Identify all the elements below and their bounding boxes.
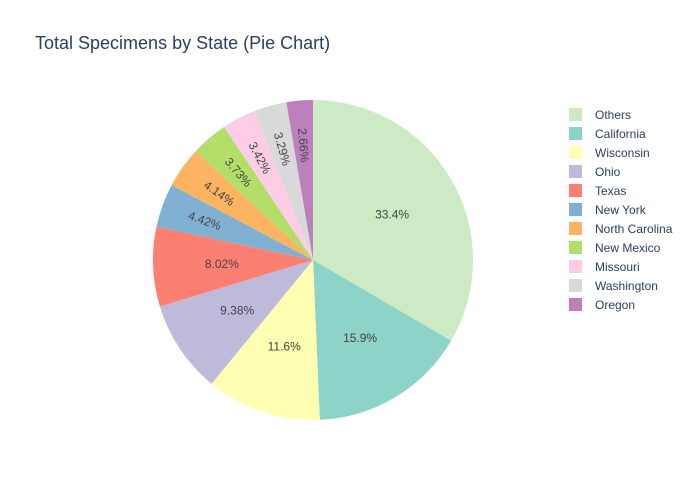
legend-item-oregon[interactable]: Oregon bbox=[569, 295, 672, 314]
pie-slice-oregon[interactable] bbox=[286, 100, 313, 260]
legend-item-missouri[interactable]: Missouri bbox=[569, 257, 672, 276]
pie-slice-missouri[interactable] bbox=[224, 111, 313, 260]
legend-item-new-mexico[interactable]: New Mexico bbox=[569, 238, 672, 257]
legend-swatch bbox=[569, 222, 582, 235]
legend-swatch bbox=[569, 127, 582, 140]
legend-swatch bbox=[569, 279, 582, 292]
legend-label: Washington bbox=[595, 278, 658, 293]
legend-swatch bbox=[569, 260, 582, 273]
legend-label: Ohio bbox=[595, 164, 621, 179]
legend-item-ohio[interactable]: Ohio bbox=[569, 162, 672, 181]
legend-label: New York bbox=[595, 202, 646, 217]
legend-item-washington[interactable]: Washington bbox=[569, 276, 672, 295]
legend-label: California bbox=[595, 126, 646, 141]
slice-label-texas: 8.02% bbox=[205, 257, 239, 271]
legend-swatch bbox=[569, 146, 582, 159]
legend-label: Wisconsin bbox=[595, 145, 650, 160]
chart-title: Total Specimens by State (Pie Chart) bbox=[35, 33, 331, 53]
legend-item-texas[interactable]: Texas bbox=[569, 181, 672, 200]
legend-swatch bbox=[569, 165, 582, 178]
legend-swatch bbox=[569, 298, 582, 311]
pie-slice-california[interactable] bbox=[313, 260, 452, 420]
legend: Others California Wisconsin Ohio Texas New Yo… bbox=[569, 105, 672, 314]
legend-item-wisconsin[interactable]: Wisconsin bbox=[569, 143, 672, 162]
legend-swatch bbox=[569, 108, 582, 121]
legend-item-new-york[interactable]: New York bbox=[569, 200, 672, 219]
legend-item-california[interactable]: California bbox=[569, 124, 672, 143]
pie-slice-ohio[interactable] bbox=[159, 260, 313, 384]
legend-swatch bbox=[569, 241, 582, 254]
pie-slice-new-york[interactable] bbox=[156, 185, 313, 260]
legend-label: Missouri bbox=[595, 259, 640, 274]
pie-slice-others[interactable] bbox=[313, 100, 473, 341]
legend-label: North Carolina bbox=[595, 221, 673, 236]
slice-label-california: 15.9% bbox=[343, 331, 377, 345]
legend-label: Others bbox=[595, 107, 632, 122]
pie-slice-new-mexico[interactable] bbox=[195, 126, 313, 260]
legend-label: Texas bbox=[595, 183, 627, 198]
slice-label-others: 33.4% bbox=[375, 208, 409, 222]
slice-label-wisconsin: 11.6% bbox=[268, 340, 301, 354]
legend-item-north-carolina[interactable]: North Carolina bbox=[569, 219, 672, 238]
legend-item-others[interactable]: Others bbox=[569, 105, 672, 124]
pie-slice-north-carolina[interactable] bbox=[171, 151, 313, 260]
slice-label-ohio: 9.38% bbox=[220, 304, 254, 318]
legend-label: New Mexico bbox=[595, 240, 661, 255]
pie-slice-texas[interactable] bbox=[153, 226, 313, 307]
pie-slice-washington[interactable] bbox=[254, 102, 313, 260]
legend-swatch bbox=[569, 184, 582, 197]
legend-label: Oregon bbox=[595, 297, 636, 312]
pie-slice-wisconsin[interactable] bbox=[211, 260, 320, 420]
slice-label-oregon: 2.66% bbox=[295, 128, 312, 163]
legend-swatch bbox=[569, 203, 582, 216]
pie-slices bbox=[153, 100, 473, 420]
